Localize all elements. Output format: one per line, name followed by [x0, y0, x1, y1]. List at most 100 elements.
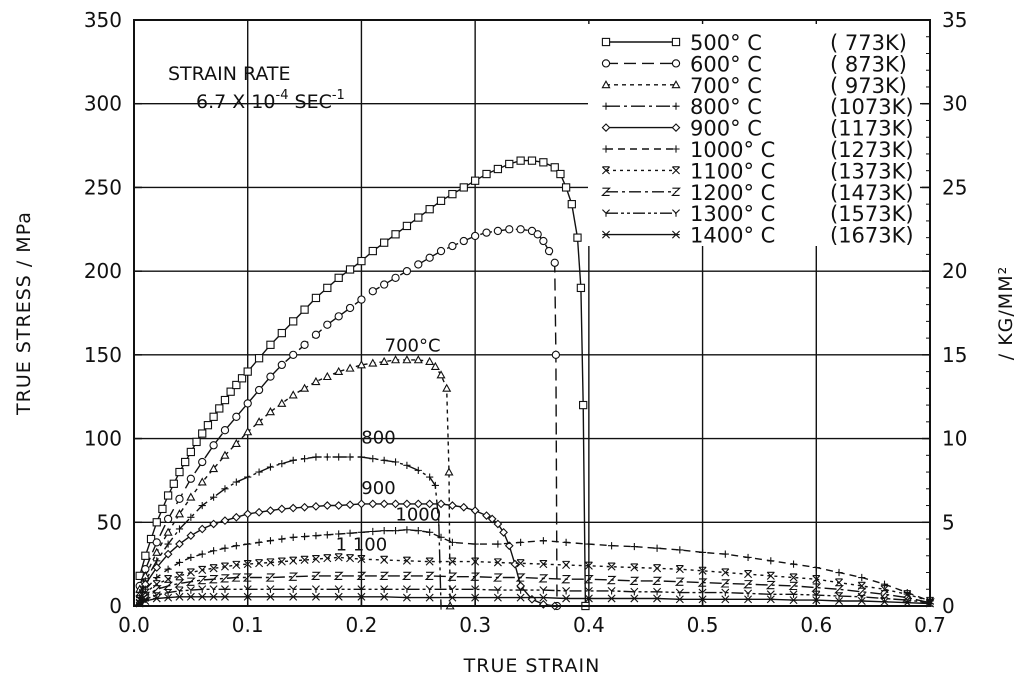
legend-kelvin: ( 773K) [830, 31, 907, 55]
legend-label: 600° C [690, 52, 762, 76]
data-point-9 [744, 589, 753, 598]
data-point-10 [835, 596, 844, 605]
data-point-2 [186, 474, 196, 483]
data-point-2 [266, 372, 275, 381]
x-tick-label: 0.4 [573, 613, 605, 637]
data-point-9 [857, 592, 866, 601]
strain-rate-unit: SEC [288, 91, 331, 113]
data-point-8 [834, 585, 844, 594]
data-point-5 [254, 507, 264, 517]
legend-label: 1100° C [690, 159, 775, 183]
data-point-7 [220, 562, 229, 571]
data-point-6 [278, 535, 286, 543]
curve-annotation: 900 [361, 478, 395, 499]
data-point-7 [346, 554, 355, 563]
y2-tick-label: 10 [942, 427, 967, 451]
data-point-3 [334, 366, 344, 376]
data-point-7 [380, 555, 389, 564]
data-point-5 [499, 527, 508, 537]
data-point-4 [232, 478, 240, 486]
data-point-3 [311, 376, 321, 386]
data-point-8 [765, 580, 776, 590]
data-point-3 [288, 390, 298, 399]
legend-kelvin: (1073K) [830, 95, 914, 119]
data-point-3 [254, 417, 264, 426]
data-point-9 [198, 585, 207, 593]
data-point-5 [243, 509, 253, 519]
data-point-8 [720, 579, 731, 588]
y2-tick-label: 35 [942, 8, 967, 32]
data-point-8 [163, 581, 174, 591]
x-tick-label: 0.6 [800, 613, 832, 637]
data-point-6 [346, 529, 354, 537]
data-point-4 [312, 453, 320, 461]
data-point-9 [789, 590, 798, 598]
data-point-8 [697, 578, 708, 587]
legend-kelvin: (1273K) [830, 138, 914, 162]
legend-marker [671, 123, 681, 132]
data-point-2 [380, 280, 389, 289]
data-point-2 [334, 312, 343, 321]
data-point-2 [209, 441, 218, 450]
data-point-1 [550, 163, 559, 172]
data-point-6 [210, 547, 218, 555]
legend-marker [602, 209, 610, 217]
data-point-6 [698, 548, 707, 557]
legend-marker [672, 166, 680, 175]
data-point-4 [175, 525, 184, 533]
data-point-1 [539, 158, 548, 167]
y2-tick-label: 15 [942, 343, 967, 367]
data-point-9 [630, 587, 639, 596]
data-point-7 [539, 559, 548, 569]
data-point-4 [369, 455, 377, 463]
data-point-1 [414, 213, 423, 222]
data-point-6 [880, 580, 889, 588]
y-tick-label: 200 [84, 259, 122, 283]
legend-marker [602, 102, 610, 110]
data-point-7 [675, 565, 684, 574]
data-point-7 [323, 554, 332, 563]
data-point-7 [789, 573, 798, 582]
data-point-5 [311, 502, 321, 511]
data-point-6 [175, 558, 184, 567]
series-line-7 [139, 556, 931, 602]
data-point-5 [266, 506, 275, 515]
data-point-2 [425, 253, 434, 262]
data-point-1 [323, 283, 332, 293]
data-point-9 [243, 585, 252, 593]
data-point-8 [788, 581, 799, 591]
data-point-4 [426, 473, 434, 481]
data-point-9 [380, 585, 389, 593]
strain-rate-label: STRAIN RATE [168, 63, 291, 85]
legend-item-10: 1400° C (1673K) [602, 224, 914, 248]
data-point-2 [493, 226, 503, 236]
legend-label: 1300° C [690, 202, 775, 226]
y-tick-label: 350 [84, 8, 122, 32]
data-point-8 [231, 573, 242, 582]
data-point-6 [391, 527, 400, 535]
y2-axis-title: / KG/MM² [995, 266, 1017, 360]
data-point-1 [289, 317, 298, 326]
data-point-3 [322, 371, 332, 381]
data-point-6 [357, 528, 366, 536]
data-point-6 [403, 526, 411, 534]
data-point-10 [812, 596, 821, 605]
data-point-8 [811, 583, 822, 592]
data-point-4 [431, 481, 439, 490]
data-point-5 [487, 514, 497, 524]
legend-marker [672, 209, 680, 217]
data-point-2 [414, 260, 423, 269]
data-point-3 [197, 477, 207, 486]
data-point-1 [345, 265, 355, 274]
data-point-5 [163, 549, 173, 559]
data-point-6 [266, 537, 275, 545]
data-point-5 [368, 499, 378, 509]
data-point-8 [356, 571, 367, 581]
data-point-6 [767, 557, 775, 565]
data-point-4 [210, 493, 218, 501]
data-point-3 [436, 370, 446, 379]
data-point-7 [471, 557, 480, 566]
data-point-4 [391, 458, 400, 466]
data-point-3 [379, 356, 389, 365]
